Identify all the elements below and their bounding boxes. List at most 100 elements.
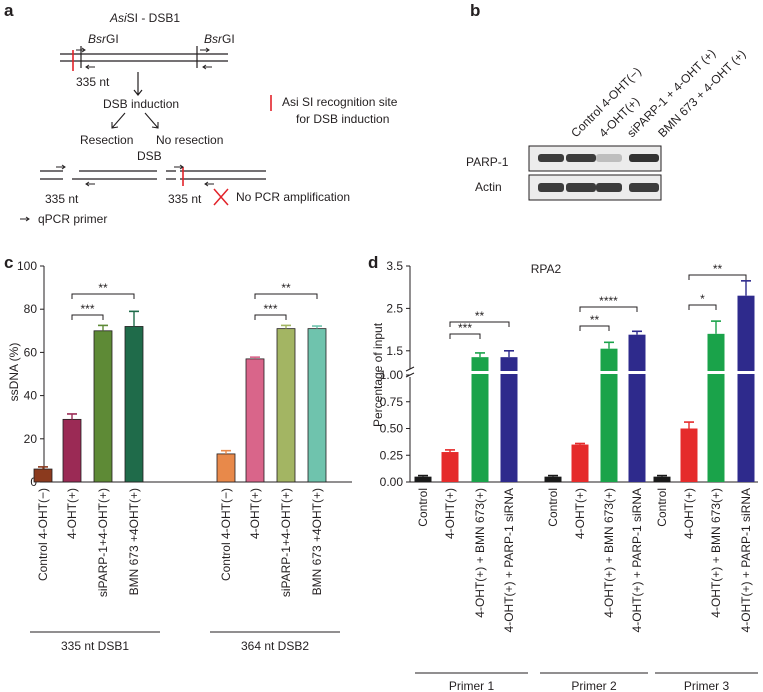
chart-c-significance: **********: [71, 281, 318, 320]
significance-label: **: [98, 281, 108, 295]
category-label: 4-OHT(+): [443, 488, 457, 539]
significance-bracket: [449, 333, 481, 339]
actin-band: [538, 183, 564, 192]
category-label: 4-OHT(+): [682, 488, 696, 539]
significance-bracket: [254, 293, 318, 299]
bar: [441, 452, 459, 482]
bar-break-gap: [470, 371, 490, 374]
significance-label: **: [281, 281, 291, 295]
significance-label: ***: [263, 302, 277, 316]
parp1-band: [566, 154, 596, 162]
y-tick-label: 80: [24, 302, 38, 316]
significance-bracket: [688, 304, 717, 310]
bar: [307, 328, 327, 483]
bar: [737, 295, 755, 482]
bar: [93, 330, 113, 483]
significance-bracket: [579, 325, 610, 331]
dsb-induction-label: DSB induction: [103, 97, 179, 111]
actin-band: [596, 183, 622, 192]
bsrgi-right-rest: GI: [222, 32, 235, 46]
bar: [216, 453, 236, 483]
asisi-title: AsiSI - DSB1: [109, 11, 180, 25]
bar: [276, 328, 296, 483]
arrow-down-icon: [133, 72, 143, 96]
bar-break-gap: [599, 371, 619, 374]
panel-d-chart: RPA2 Percentage of input 0.00 0.25 0.50 0.7…: [371, 259, 758, 692]
significance-bracket: [254, 314, 287, 320]
bar: [62, 418, 82, 483]
group-label: 335 nt DSB1: [61, 639, 129, 653]
significance-label: **: [713, 262, 723, 276]
chart-c-xlabels: Control 4-OHT(−) 4-OHT(+) siPARP-1+4-OHT(+…: [36, 488, 324, 597]
qpcr-primer-label: qPCR primer: [38, 212, 107, 226]
primer-arrow-icon: [174, 164, 184, 170]
bsrgi-right-italic: Bsr: [204, 32, 223, 46]
category-label: 4-OHT(+): [248, 488, 262, 539]
parp1-band: [538, 154, 564, 162]
significance-label: **: [475, 309, 485, 323]
y-tick-label: 100: [17, 259, 37, 273]
category-label: siPARP-1+4-OHT(+): [279, 488, 293, 597]
primer-arrow-icon: [76, 47, 86, 53]
primer-arrow-icon: [204, 181, 214, 187]
bar: [471, 357, 489, 482]
category-label: Control 4-OHT(−): [36, 488, 50, 581]
y-tick-label: 60: [24, 345, 38, 359]
group-label: Primer 2: [571, 679, 617, 692]
actin-band: [566, 183, 596, 192]
significance-bracket: [71, 293, 135, 299]
no-pcr-label: No PCR amplification: [236, 190, 350, 204]
significance-label: *: [700, 292, 705, 306]
bar-break-gap: [499, 371, 519, 374]
category-label: Control: [546, 488, 560, 527]
significance-label: ****: [599, 294, 618, 308]
blot-row-label-parp1: PARP-1: [466, 155, 509, 169]
category-label: Control 4-OHT(−): [219, 488, 233, 581]
y-tick-label: 3.5: [386, 259, 403, 273]
primer-arrow-icon: [85, 64, 95, 70]
panel-letter-d: d: [368, 253, 378, 272]
group-label: Primer 3: [684, 679, 730, 692]
significance-label: ***: [458, 321, 472, 335]
chart-d-groups: Primer 1 Primer 2 Primer 3: [415, 672, 758, 692]
bsrgi-left-rest: GI: [106, 32, 119, 46]
chart-d-significance: ***** ****** ***: [449, 262, 747, 339]
y-tick-label: 1.00: [380, 368, 404, 382]
bar: [571, 444, 589, 482]
y-tick-label: 2.5: [386, 301, 403, 315]
y-tick-label: 1.5: [386, 344, 403, 358]
bsrgi-label-left: BsrGI: [88, 32, 119, 46]
chart-c-axis: 020406080100: [17, 259, 352, 489]
category-label: Control: [416, 488, 430, 527]
significance-bracket: [579, 306, 638, 312]
panel-c-chart: ssDNA (%) 020406080100 ********** Contro…: [7, 259, 352, 653]
fragment-left-label: 335 nt: [45, 192, 79, 206]
chart-d-title: RPA2: [531, 262, 562, 276]
y-tick-label: 0.50: [380, 422, 404, 436]
asisi-legend-line2: for DSB induction: [296, 112, 389, 126]
blot-row-label-actin: Actin: [475, 180, 502, 194]
category-label: 4-OHT(+) + BMN 673(+): [602, 488, 616, 618]
bar: [680, 428, 698, 482]
bsrgi-left-italic: Bsr: [88, 32, 107, 46]
primer-arrow-icon: [202, 64, 212, 70]
chart-c-ylabel: ssDNA (%): [7, 343, 21, 402]
bar: [600, 348, 618, 482]
category-label: 4-OHT(+) + PARP-1 siRNA: [630, 488, 644, 632]
y-tick-label: 40: [24, 389, 38, 403]
bsrgi-label-right: BsrGI: [204, 32, 235, 46]
y-tick-label: 0.00: [380, 475, 404, 489]
bar: [245, 358, 265, 483]
significance-bracket: [688, 274, 747, 280]
category-label: Control: [655, 488, 669, 527]
y-tick-label: 0.25: [380, 448, 404, 462]
category-label: 4-OHT(+) + BMN 673(+): [473, 488, 487, 618]
bar: [414, 476, 432, 482]
bar: [500, 357, 518, 482]
chart-c-groups: 335 nt DSB1 364 nt DSB2: [30, 631, 340, 653]
fragment-right-label: 335 nt: [168, 192, 202, 206]
parp1-band: [629, 154, 659, 162]
panel-letter-b: b: [470, 1, 480, 20]
actin-band: [629, 183, 659, 192]
